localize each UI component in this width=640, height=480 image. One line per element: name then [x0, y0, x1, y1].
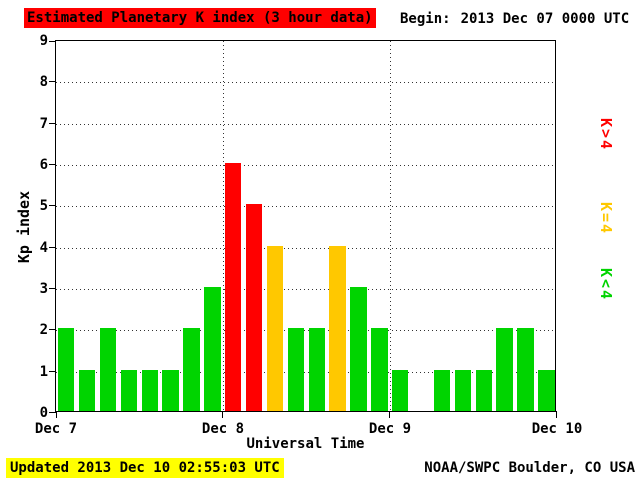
y-axis-tick: [49, 164, 56, 165]
updated-text: Updated 2013 Dec 10 02:55:03 UTC: [6, 458, 284, 478]
plot-area: 0 1 2 3 4 5 6 7 8 9 Dec 7 Dec 8 Dec 9 Dec 10: [35, 33, 582, 437]
x-tick-label: Dec 8: [201, 421, 245, 437]
y-axis-tick: [49, 288, 56, 289]
kp-bar: [538, 369, 555, 411]
begin-label: Begin:: [400, 11, 451, 27]
x-axis-title: Universal Time: [246, 436, 365, 452]
y-tick-label: 6: [39, 157, 48, 173]
legend-item: K=4: [597, 202, 615, 236]
grid-line-horizontal: [56, 206, 555, 208]
kp-bar: [162, 369, 179, 411]
y-axis-tick: [49, 412, 56, 413]
x-tick-label: Dec 7: [34, 421, 78, 437]
y-axis-tick: [49, 370, 56, 372]
x-axis-tick: [56, 411, 57, 418]
kp-bar: [329, 245, 346, 411]
y-tick-label: 5: [39, 198, 48, 215]
kp-bar: [204, 287, 221, 411]
kp-bar: [454, 369, 471, 411]
grid-line-horizontal: [56, 330, 555, 332]
kp-bar: [392, 369, 409, 411]
kp-bar: [287, 328, 304, 411]
kp-bar: [433, 369, 451, 411]
kp-bar: [475, 369, 492, 411]
kp-bar: [58, 328, 75, 411]
begin-value: 2013 Dec 07 0000 UTC: [460, 11, 630, 27]
y-tick-label: 9: [39, 33, 48, 49]
kp-bar: [266, 245, 284, 411]
y-tick-label: 0: [39, 405, 48, 421]
x-axis-tick: [222, 411, 223, 418]
y-axis-tick: [49, 122, 56, 124]
x-tick-label: Dec 9: [368, 421, 412, 437]
legend-item: K>4: [597, 118, 615, 152]
y-tick-label: 3: [39, 281, 48, 297]
kp-bar: [99, 328, 117, 411]
grid-line-horizontal: [56, 82, 555, 84]
grid-line-horizontal: [56, 123, 555, 125]
grid-line-vertical: [223, 41, 224, 411]
y-tick-label: 1: [39, 363, 48, 380]
x-tick-label: Dec 10: [531, 421, 583, 437]
y-axis-tick: [49, 246, 56, 248]
kp-bar: [371, 328, 388, 411]
kp-bar: [350, 287, 367, 411]
y-tick-label: 8: [39, 74, 48, 91]
kp-bar: [496, 328, 513, 411]
y-axis-tick: [49, 41, 56, 42]
x-axis-tick: [556, 411, 557, 418]
kp-bar: [120, 369, 137, 411]
kp-bar: [141, 369, 158, 411]
grid-line-horizontal: [56, 371, 555, 373]
y-tick-label: 2: [39, 322, 48, 339]
y-axis-tick: [49, 81, 56, 83]
grid-line-vertical: [390, 41, 391, 411]
kp-bar: [245, 204, 263, 411]
kp-bar: [183, 328, 200, 411]
x-axis-tick: [389, 411, 390, 418]
chart-title: Estimated Planetary K index (3 hour data…: [24, 8, 376, 28]
kp-bar: [78, 369, 96, 411]
kp-bar: [517, 328, 534, 411]
y-axis-tick: [49, 329, 56, 331]
legend-item: K<4: [597, 268, 615, 302]
y-tick-label: 4: [39, 239, 48, 256]
y-tick-label: 7: [39, 115, 48, 132]
kp-bar: [308, 328, 325, 411]
grid-line-horizontal: [56, 165, 555, 166]
begin-info: Begin: 2013 Dec 07 0000 UTC: [400, 10, 629, 28]
source-text: NOAA/SWPC Boulder, CO USA: [424, 460, 635, 476]
grid-line-horizontal: [56, 289, 555, 290]
grid-line-horizontal: [56, 247, 555, 249]
y-axis-tick: [49, 205, 56, 207]
kp-bar: [225, 163, 242, 411]
